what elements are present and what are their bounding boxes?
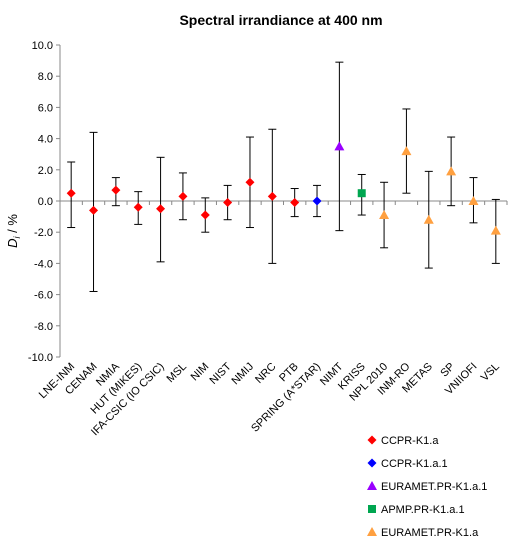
y-tick-label: 0.0 [38,196,53,208]
data-point [401,146,412,156]
x-tick-label: VSL [479,361,502,384]
y-axis-label-main: D [5,239,20,248]
x-tick-label: MSL [165,361,189,385]
legend-marker [367,527,377,536]
data-point [334,141,345,151]
y-tick-label: 4.0 [38,134,53,146]
y-axis-label: Di / % [5,214,22,248]
y-tick-label: -10.0 [28,352,53,364]
data-point [223,198,233,208]
chart-title: Spectral irrandiance at 400 nm [179,12,382,28]
data-point [133,202,143,212]
y-axis: 10.0 8.0 6.0 4.0 2.0 0.0 -2.0 -4.0 -6.0 -8.0 -10.0 [28,40,61,364]
data-point [312,196,322,206]
error-bars [67,61,500,292]
data-point [267,191,277,201]
legend-marker [368,505,376,513]
data-point [89,205,99,215]
data-point [357,189,366,198]
legend-marker [367,435,377,445]
data-point [379,210,390,220]
y-tick-label: -2.0 [34,227,53,239]
data-markers [66,141,501,235]
legend-marker [367,458,377,468]
data-point [178,191,188,201]
y-tick-label: -6.0 [34,290,53,302]
y-tick-label: -4.0 [34,258,53,270]
y-tick-label: -8.0 [34,321,53,333]
data-point [66,188,76,198]
data-point [423,214,434,224]
y-tick-label: 10.0 [32,40,53,52]
data-point [156,204,166,214]
data-point [245,177,255,187]
legend-label: EURAMET.PR-K1.a [381,527,479,539]
x-tick-label: NIST [208,360,234,386]
data-point [111,185,121,195]
y-tick-label: 2.0 [38,165,53,177]
legend-label: APMP.PR-K1.a.1 [381,504,465,516]
y-tick-label: 8.0 [38,71,53,83]
y-tick-label: 6.0 [38,102,53,114]
legend: CCPR-K1.a CCPR-K1.a.1 EURAMET.PR-K1.a.1 APM… [367,435,487,539]
x-tick-label: NMIJ [229,361,256,388]
legend-label: CCPR-K1.a.1 [381,458,448,470]
legend-label: EURAMET.PR-K1.a.1 [381,481,487,493]
data-point [468,196,479,205]
data-point [446,166,457,176]
data-point [490,225,501,235]
legend-label: CCPR-K1.a [381,435,439,447]
data-point [290,198,300,208]
legend-marker [367,481,377,490]
data-point [200,210,210,220]
x-tick-label: NRC [253,361,278,386]
y-axis-label-sub: i [12,236,22,239]
y-axis-label-unit: / % [5,214,20,237]
